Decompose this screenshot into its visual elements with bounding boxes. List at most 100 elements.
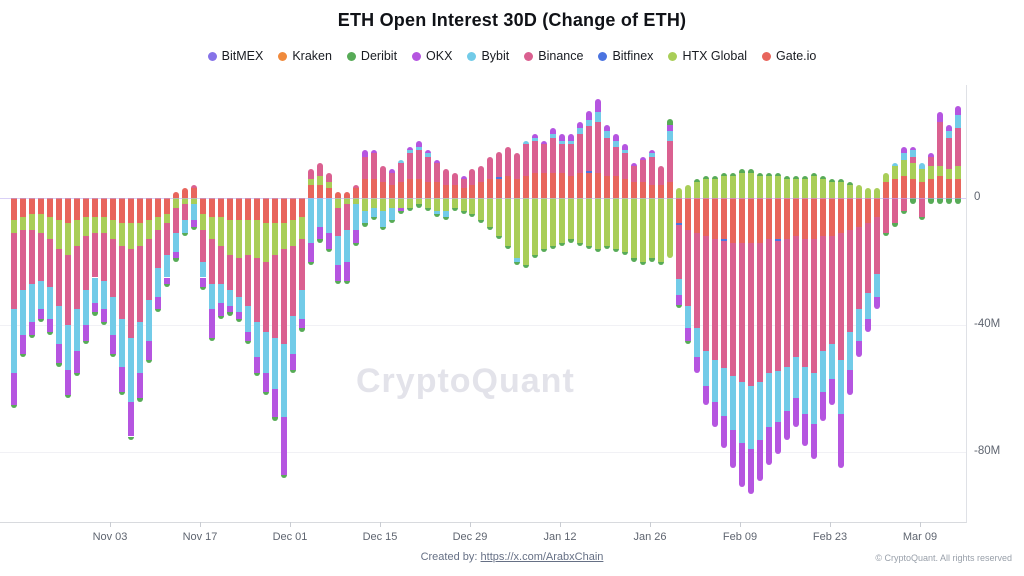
bar-segment-bybit[interactable] — [918, 163, 925, 170]
bar-segment-gate-io[interactable] — [487, 178, 494, 198]
bar-segment-okx[interactable] — [568, 134, 575, 141]
bar-segment-deribit[interactable] — [496, 236, 503, 240]
bar-segment-binance[interactable] — [145, 239, 152, 300]
bar-segment-okx[interactable] — [730, 430, 737, 469]
bar-segment-htx-global[interactable] — [856, 185, 863, 198]
bar-segment-bybit[interactable] — [136, 322, 143, 373]
bar-segment-bybit[interactable] — [289, 315, 296, 354]
bar-segment-htx-global[interactable] — [397, 198, 404, 208]
bar-segment-bybit[interactable] — [298, 290, 305, 319]
bar-segment-htx-global[interactable] — [703, 178, 710, 198]
bar-segment-htx-global[interactable] — [379, 198, 386, 211]
bar-segment-binance[interactable] — [802, 239, 809, 367]
bar-segment-gate-io[interactable] — [388, 185, 395, 198]
bar-segment-deribit[interactable] — [406, 207, 413, 211]
bar-segment-htx-global[interactable] — [820, 178, 827, 198]
bar-segment-gate-io[interactable] — [712, 198, 719, 240]
bar-segment-htx-global[interactable] — [316, 175, 323, 186]
bar-segment-gate-io[interactable] — [856, 198, 863, 227]
bar-segment-okx[interactable] — [945, 124, 952, 132]
bar-segment-bybit[interactable] — [784, 366, 791, 412]
bar-segment-htx-global[interactable] — [469, 198, 476, 214]
bar-segment-htx-global[interactable] — [451, 198, 458, 208]
bar-segment-bybit[interactable] — [532, 137, 539, 141]
bar-segment-deribit[interactable] — [163, 283, 170, 288]
bar-segment-bybit[interactable] — [55, 306, 62, 345]
bar-segment-htx-global[interactable] — [631, 198, 638, 259]
bar-segment-deribit[interactable] — [379, 226, 386, 230]
bar-segment-gate-io[interactable] — [847, 198, 854, 230]
bar-segment-bybit[interactable] — [793, 357, 800, 399]
bar-segment-htx-global[interactable] — [945, 169, 952, 179]
bar-segment-gate-io[interactable] — [523, 175, 530, 198]
bar-segment-htx-global[interactable] — [649, 198, 656, 259]
bar-segment-gate-io[interactable] — [55, 198, 62, 221]
bar-segment-binance[interactable] — [820, 236, 827, 351]
bar-segment-okx[interactable] — [100, 309, 107, 323]
bar-segment-bybit[interactable] — [415, 147, 422, 151]
bar-segment-gate-io[interactable] — [289, 198, 296, 221]
bar-segment-okx[interactable] — [748, 449, 755, 494]
bar-segment-htx-global[interactable] — [289, 220, 296, 246]
bar-segment-bybit[interactable] — [208, 283, 215, 310]
bar-segment-deribit[interactable] — [658, 261, 665, 265]
bar-segment-bybit[interactable] — [838, 360, 845, 415]
bar-segment-bybit[interactable] — [802, 366, 809, 415]
bar-segment-okx[interactable] — [595, 99, 602, 113]
bar-segment-deribit[interactable] — [901, 210, 907, 214]
bar-segment-okx[interactable] — [226, 306, 233, 313]
bar-segment-gate-io[interactable] — [244, 198, 251, 221]
bar-segment-gate-io[interactable] — [496, 178, 503, 198]
bar-segment-binance[interactable] — [253, 258, 260, 322]
bar-segment-deribit[interactable] — [451, 207, 458, 211]
bar-segment-gate-io[interactable] — [703, 198, 710, 237]
bar-segment-deribit[interactable] — [685, 341, 692, 345]
legend-item-htx-global[interactable]: HTX Global — [668, 49, 747, 63]
bar-segment-gate-io[interactable] — [577, 172, 584, 198]
bar-segment-okx[interactable] — [685, 328, 692, 342]
bar-segment-deribit[interactable] — [442, 217, 449, 221]
bar-segment-binance[interactable] — [927, 156, 934, 167]
bar-segment-okx[interactable] — [640, 156, 647, 160]
bar-segment-deribit[interactable] — [28, 334, 35, 338]
bar-segment-binance[interactable] — [667, 140, 674, 183]
bar-segment-bybit[interactable] — [91, 277, 98, 303]
bar-segment-binance[interactable] — [298, 239, 305, 291]
bar-segment-okx[interactable] — [559, 134, 566, 141]
bar-segment-htx-global[interactable] — [55, 220, 62, 249]
bar-segment-okx[interactable] — [64, 369, 71, 396]
bar-segment-gate-io[interactable] — [874, 198, 881, 218]
bar-segment-okx[interactable] — [712, 401, 719, 427]
bar-segment-htx-global[interactable] — [298, 217, 305, 240]
bar-segment-okx[interactable] — [874, 296, 881, 310]
bar-segment-okx[interactable] — [352, 229, 359, 243]
bar-segment-binance[interactable] — [631, 166, 638, 183]
bar-segment-okx[interactable] — [406, 147, 413, 151]
bar-segment-binance[interactable] — [649, 156, 656, 186]
bar-segment-bybit[interactable] — [865, 293, 872, 319]
bar-segment-okx[interactable] — [55, 344, 62, 364]
bar-segment-bybit[interactable] — [64, 325, 71, 370]
bar-segment-bybit[interactable] — [46, 287, 53, 319]
bar-segment-bybit[interactable] — [694, 328, 701, 357]
bar-segment-binance[interactable] — [163, 223, 170, 256]
bar-segment-gate-io[interactable] — [262, 198, 269, 224]
bar-segment-okx[interactable] — [334, 264, 341, 281]
bar-segment-okx[interactable] — [370, 150, 377, 154]
bar-segment-okx[interactable] — [208, 309, 215, 338]
bar-segment-htx-global[interactable] — [622, 198, 629, 253]
bar-segment-deribit[interactable] — [550, 245, 557, 249]
bar-segment-okx[interactable] — [784, 411, 791, 440]
bar-segment-htx-global[interactable] — [190, 198, 197, 205]
bar-segment-gate-io[interactable] — [316, 185, 323, 198]
bar-segment-htx-global[interactable] — [109, 220, 116, 240]
bar-segment-htx-global[interactable] — [37, 213, 44, 233]
bar-segment-deribit[interactable] — [325, 248, 332, 253]
bar-segment-htx-global[interactable] — [199, 213, 206, 230]
bar-segment-bybit[interactable] — [37, 280, 44, 310]
bar-segment-binance[interactable] — [829, 236, 836, 345]
bar-segment-htx-global[interactable] — [918, 169, 925, 183]
bar-segment-bybit[interactable] — [568, 140, 575, 144]
bar-segment-deribit[interactable] — [361, 223, 368, 227]
legend-item-bybit[interactable]: Bybit — [467, 49, 509, 63]
